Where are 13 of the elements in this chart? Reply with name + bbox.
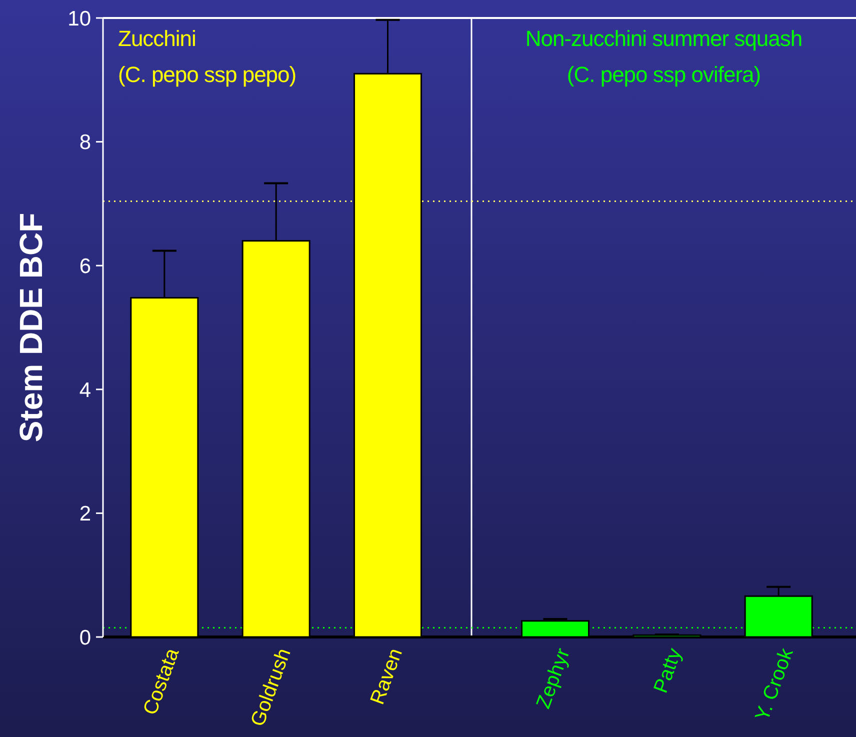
y-tick-label: 0 (79, 626, 91, 650)
annotation: Zucchini (C. pepo ssp pepo) (118, 26, 296, 87)
y-axis-title: Stem DDE BCF (13, 212, 49, 442)
annotation: Non-zucchini summer squash (C. pepo ssp ovifera) (525, 26, 802, 87)
x-tick-label: Zephyr (532, 645, 575, 712)
y-tick-label: 2 (79, 502, 91, 526)
x-tick-label: Patty (650, 646, 686, 696)
y-tick-label: 8 (79, 131, 91, 154)
x-tick-label: Y. Crook (751, 644, 798, 724)
x-tick-label: Raven (366, 646, 408, 708)
y-tick-label: 10 (68, 7, 91, 30)
y-tick-label: 4 (79, 378, 92, 402)
y-tick-label: 6 (79, 254, 91, 278)
